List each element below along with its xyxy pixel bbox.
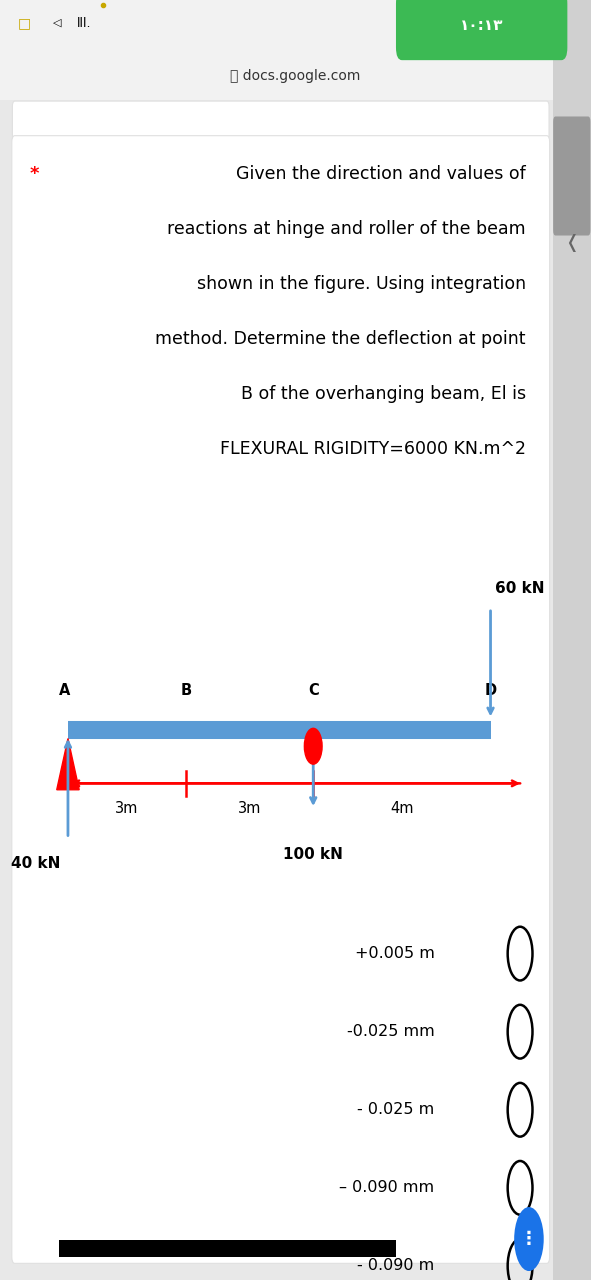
FancyBboxPatch shape <box>396 0 567 60</box>
Text: D: D <box>485 682 496 698</box>
Text: reactions at hinge and roller of the beam: reactions at hinge and roller of the bea… <box>167 220 526 238</box>
Text: C: C <box>308 682 319 698</box>
Text: ❬: ❬ <box>564 234 579 252</box>
Text: 🔒 docs.google.com: 🔒 docs.google.com <box>230 69 361 82</box>
Text: 100 kN: 100 kN <box>283 847 343 863</box>
FancyBboxPatch shape <box>553 116 590 236</box>
Text: - 0.025 m: - 0.025 m <box>357 1102 434 1117</box>
Text: method. Determine the deflection at point: method. Determine the deflection at poin… <box>155 330 526 348</box>
Text: □: □ <box>18 17 31 29</box>
Text: -0.025 mm: -0.025 mm <box>347 1024 434 1039</box>
FancyBboxPatch shape <box>0 0 591 51</box>
Text: B of the overhanging beam, El is: B of the overhanging beam, El is <box>241 385 526 403</box>
Text: ۱۰:۱۳: ۱۰:۱۳ <box>460 18 504 33</box>
Text: FLEXURAL RIGIDITY=6000 KN.m^2: FLEXURAL RIGIDITY=6000 KN.m^2 <box>220 440 526 458</box>
Text: ◁: ◁ <box>53 18 61 28</box>
FancyBboxPatch shape <box>59 1240 396 1257</box>
FancyBboxPatch shape <box>553 0 591 1280</box>
Text: lll.: lll. <box>77 17 92 29</box>
Ellipse shape <box>304 728 322 764</box>
Text: B: B <box>181 682 191 698</box>
Text: A: A <box>59 682 70 698</box>
Text: – 0.090 mm: – 0.090 mm <box>339 1180 434 1196</box>
FancyBboxPatch shape <box>12 101 549 140</box>
FancyBboxPatch shape <box>0 51 591 100</box>
Text: 3m: 3m <box>238 801 261 817</box>
FancyBboxPatch shape <box>12 136 550 1263</box>
Text: 4m: 4m <box>390 801 414 817</box>
Text: shown in the figure. Using integration: shown in the figure. Using integration <box>197 275 526 293</box>
Polygon shape <box>57 739 79 790</box>
Text: 40 kN: 40 kN <box>11 856 60 872</box>
Circle shape <box>514 1207 544 1271</box>
Text: ⋮: ⋮ <box>520 1230 538 1248</box>
Text: 3m: 3m <box>115 801 139 817</box>
Text: - 0.090 m: - 0.090 m <box>357 1258 434 1274</box>
Text: +0.005 m: +0.005 m <box>355 946 434 961</box>
Text: *: * <box>30 165 39 183</box>
Text: 60 kN: 60 kN <box>495 581 545 596</box>
Text: Given the direction and values of: Given the direction and values of <box>236 165 526 183</box>
